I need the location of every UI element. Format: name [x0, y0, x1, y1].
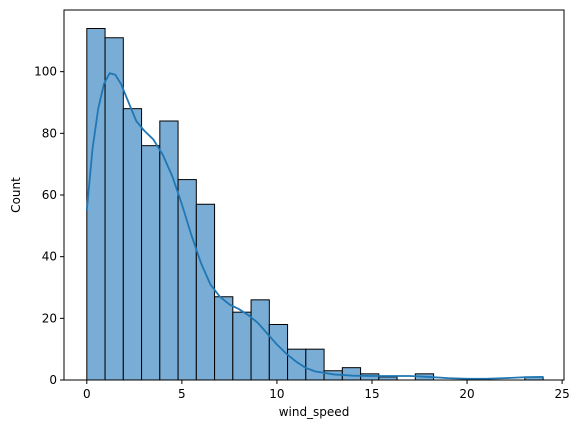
- kde-curve: [85, 72, 544, 380]
- x-tick-label: 20: [459, 387, 474, 401]
- y-tick-label: 100: [34, 65, 57, 79]
- histogram-bar: [104, 37, 124, 381]
- histogram-bars: [86, 28, 544, 381]
- histogram-bar: [86, 28, 106, 381]
- histogram-bar: [341, 367, 362, 381]
- histogram-bar: [177, 179, 197, 381]
- histogram-bar: [287, 348, 307, 381]
- histogram-bar: [232, 311, 252, 381]
- y-tick-label: 40: [42, 250, 57, 264]
- y-tick-label: 20: [42, 311, 57, 325]
- histogram-bar: [141, 145, 161, 381]
- x-tick-label: 0: [83, 387, 91, 401]
- x-tick-label: 15: [364, 387, 379, 401]
- histogram-bar: [360, 373, 380, 381]
- y-tick-label: 60: [42, 188, 57, 202]
- histogram-bar: [122, 108, 143, 381]
- x-tick-label: 10: [269, 387, 284, 401]
- histogram-bar: [214, 296, 234, 381]
- x-axis-ticks: 0 5 10 15 20 25: [83, 380, 570, 401]
- y-tick-label: 80: [42, 126, 57, 140]
- y-axis-title: Count: [9, 177, 23, 213]
- histogram-bar: [305, 348, 325, 381]
- y-tick-label: 0: [49, 373, 57, 387]
- x-tick-label: 25: [554, 387, 569, 401]
- x-tick-label: 5: [178, 387, 186, 401]
- x-axis-title: wind_speed: [279, 405, 350, 419]
- histogram-bar: [159, 120, 179, 381]
- histogram-bar: [250, 299, 270, 381]
- y-axis-ticks: 0 20 40 60 80 100: [34, 65, 64, 387]
- histogram-bar: [195, 203, 216, 381]
